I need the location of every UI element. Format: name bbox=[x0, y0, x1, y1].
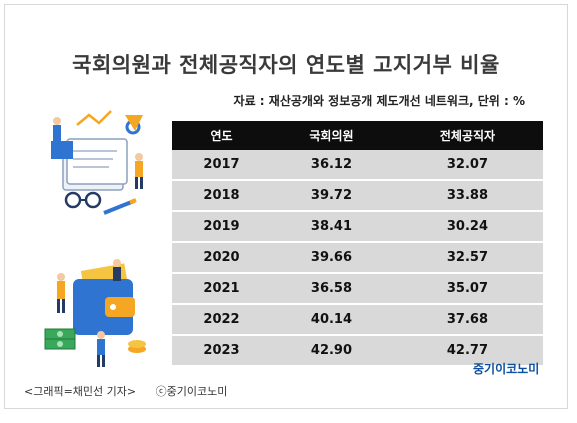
table-row: 2017 36.12 32.07 bbox=[172, 150, 543, 180]
image-caption: <그래픽=채민선 기자> ⓒ중기이코노미 bbox=[24, 383, 243, 399]
cell-all-officials: 32.07 bbox=[391, 150, 543, 180]
cell-lawmakers: 42.90 bbox=[271, 334, 392, 365]
header-lawmakers: 국회의원 bbox=[271, 121, 392, 150]
disclosure-refusal-table: 연도 국회의원 전체공직자 2017 36.12 32.07 2018 39.7… bbox=[172, 121, 543, 365]
table-row: 2020 39.66 32.57 bbox=[172, 241, 543, 273]
graphic-credit: <그래픽=채민선 기자> bbox=[24, 385, 137, 398]
documents-illustration bbox=[51, 110, 143, 191]
cell-all-officials: 32.57 bbox=[391, 241, 543, 273]
table-header-row: 연도 국회의원 전체공직자 bbox=[172, 121, 543, 150]
graphic-title: 국회의원과 전체공직자의 연도별 고지거부 비율 bbox=[72, 53, 500, 77]
table-row: 2021 36.58 35.07 bbox=[172, 272, 543, 304]
source-note: 자료 : 재산공개와 정보공개 제도개선 네트워크, 단위 : % bbox=[233, 94, 525, 108]
cell-all-officials: 35.07 bbox=[391, 272, 543, 304]
cell-year: 2022 bbox=[172, 303, 272, 335]
cell-year: 2023 bbox=[172, 334, 272, 365]
cell-all-officials: 30.24 bbox=[391, 210, 543, 242]
cell-all-officials: 33.88 bbox=[391, 179, 543, 211]
table-row: 2018 39.72 33.88 bbox=[172, 179, 543, 211]
cell-year: 2018 bbox=[172, 179, 272, 211]
wallet-illustration bbox=[57, 259, 135, 367]
cell-all-officials: 42.77 bbox=[391, 334, 543, 365]
table-row: 2019 38.41 30.24 bbox=[172, 210, 543, 242]
coins-icon bbox=[128, 340, 146, 353]
money-stack-icon bbox=[44, 328, 76, 350]
cell-all-officials: 37.68 bbox=[391, 303, 543, 335]
cell-year: 2019 bbox=[172, 210, 272, 242]
publisher-watermark: 중기이코노미 bbox=[473, 362, 540, 376]
cell-lawmakers: 40.14 bbox=[271, 303, 392, 335]
table-row: 2023 42.90 42.77 bbox=[172, 334, 543, 365]
pen-icon bbox=[103, 198, 137, 215]
header-all-officials: 전체공직자 bbox=[391, 121, 543, 150]
data-table-container: 연도 국회의원 전체공직자 2017 36.12 32.07 2018 39.7… bbox=[172, 121, 543, 365]
cell-year: 2017 bbox=[172, 150, 272, 180]
cell-lawmakers: 38.41 bbox=[271, 210, 392, 242]
copyright-notice: ⓒ중기이코노미 bbox=[155, 385, 228, 398]
glasses-icon bbox=[64, 191, 102, 209]
cell-lawmakers: 36.12 bbox=[271, 150, 392, 180]
cell-year: 2021 bbox=[172, 272, 272, 304]
cell-lawmakers: 39.72 bbox=[271, 179, 392, 211]
cell-lawmakers: 39.66 bbox=[271, 241, 392, 273]
header-year: 연도 bbox=[172, 121, 272, 150]
cell-year: 2020 bbox=[172, 241, 272, 273]
graphic-frame: 국회의원과 전체공직자의 연도별 고지거부 비율 자료 : 재산공개와 정보공개… bbox=[4, 4, 568, 409]
table-row: 2022 40.14 37.68 bbox=[172, 303, 543, 335]
cell-lawmakers: 36.58 bbox=[271, 272, 392, 304]
